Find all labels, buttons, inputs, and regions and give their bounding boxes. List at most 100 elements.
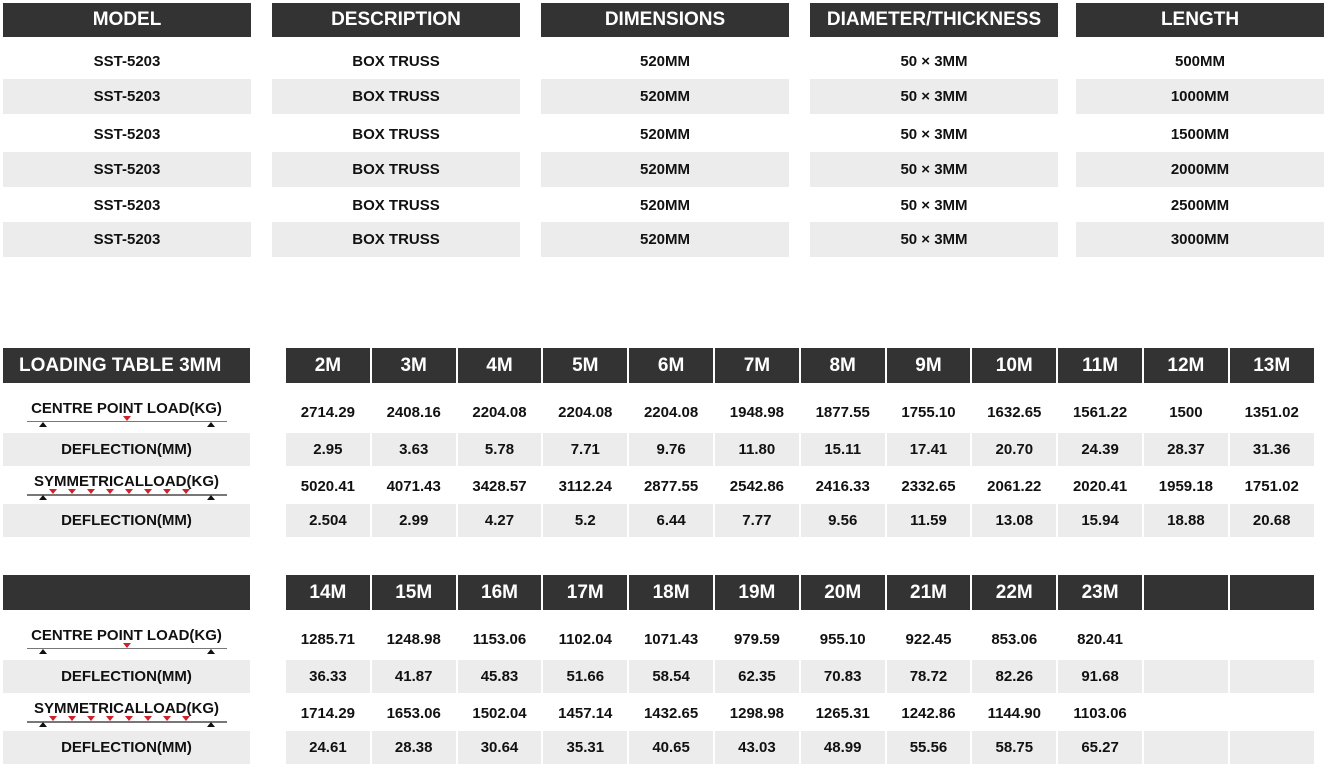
table-cell: 1877.55 bbox=[815, 404, 870, 421]
table-cell: 520MM bbox=[541, 79, 789, 114]
table-cell: SST-5203 bbox=[93, 197, 161, 214]
table-cell: 13.08 bbox=[972, 504, 1057, 537]
table-cell: 1959.18 bbox=[1158, 477, 1214, 495]
row-label: DEFLECTION(MM) bbox=[3, 660, 250, 693]
span-header: 9M bbox=[886, 348, 971, 383]
span-header bbox=[1144, 575, 1228, 610]
span-header: 5M bbox=[543, 348, 628, 383]
table-cell: 40.65 bbox=[629, 731, 713, 764]
row-label-text: SYMMETRICALLOAD(KG) bbox=[34, 700, 219, 717]
table-cell: 50 × 3MM bbox=[810, 222, 1058, 257]
row-label: DEFLECTION(MM) bbox=[3, 731, 250, 764]
table-cell: 28.37 bbox=[1144, 433, 1228, 466]
span-header: 12M bbox=[1144, 348, 1228, 383]
table-cell: 853.06 bbox=[991, 631, 1038, 648]
table-cell: 50 × 3MM bbox=[810, 79, 1058, 114]
table-cell: 1502.04 bbox=[472, 704, 527, 722]
table-cell: 1714.29 bbox=[300, 704, 356, 722]
table-cell: 7.71 bbox=[543, 433, 628, 466]
table-cell bbox=[1230, 622, 1314, 657]
table-cell: 1500MM bbox=[1170, 126, 1230, 143]
span-header: 2M bbox=[286, 348, 370, 383]
table-cell: BOX TRUSS bbox=[352, 53, 440, 70]
table-cell: 1298.98 bbox=[729, 704, 785, 722]
span-header: 22M bbox=[972, 575, 1057, 610]
table-cell: 20.70 bbox=[972, 433, 1057, 466]
table-cell: 50 × 3MM bbox=[810, 152, 1058, 187]
table-cell: 1457.14 bbox=[558, 704, 613, 722]
table-cell: 31.36 bbox=[1229, 433, 1314, 466]
table-cell bbox=[1229, 660, 1314, 693]
table-cell: 520MM bbox=[541, 152, 789, 187]
table-cell: 1755.10 bbox=[901, 404, 956, 421]
centre-point-load-diagram-icon bbox=[26, 642, 227, 654]
span-header: 8M bbox=[800, 348, 885, 383]
row-label: DEFLECTION(MM) bbox=[3, 433, 250, 466]
column-header: DIAMETER/THICKNESS bbox=[810, 3, 1058, 37]
row-label: CENTRE POINT LOAD(KG) bbox=[3, 395, 250, 430]
span-header: 17M bbox=[543, 575, 628, 610]
table-cell: 55.56 bbox=[886, 731, 971, 764]
table-cell: 58.75 bbox=[972, 731, 1057, 764]
table-cell bbox=[1230, 696, 1314, 730]
span-header: 23M bbox=[1058, 575, 1142, 610]
table-cell: 78.72 bbox=[886, 660, 971, 693]
table-cell: 1103.06 bbox=[1073, 704, 1127, 722]
table-cell: 62.35 bbox=[715, 660, 799, 693]
table-cell: 41.87 bbox=[371, 660, 456, 693]
table-cell: 1500 bbox=[1169, 404, 1203, 421]
table-cell: 24.39 bbox=[1058, 433, 1142, 466]
table-cell: BOX TRUSS bbox=[272, 152, 520, 187]
table-cell: 50 × 3MM bbox=[900, 53, 968, 70]
table-cell: SST-5203 bbox=[3, 222, 251, 257]
table-cell: 2204.08 bbox=[643, 404, 699, 421]
table-cell: SST-5203 bbox=[93, 126, 161, 143]
table-cell: 1285.71 bbox=[300, 631, 356, 648]
table-cell: 1632.65 bbox=[987, 404, 1042, 421]
row-label-text: DEFLECTION(MM) bbox=[61, 441, 192, 458]
table-cell: 51.66 bbox=[543, 660, 628, 693]
span-header: 3M bbox=[371, 348, 456, 383]
span-header: 13M bbox=[1229, 348, 1314, 383]
table-cell: 3000MM bbox=[1076, 222, 1324, 257]
row-label-text: DEFLECTION(MM) bbox=[61, 668, 192, 685]
table-cell: 11.80 bbox=[715, 433, 799, 466]
table-cell: 28.38 bbox=[371, 731, 456, 764]
span-header: 14M bbox=[286, 575, 370, 610]
table-cell: 2000MM bbox=[1076, 152, 1324, 187]
row-label-text: DEFLECTION(MM) bbox=[61, 512, 192, 529]
table-cell: 2332.65 bbox=[901, 477, 956, 495]
row-label-text: SYMMETRICALLOAD(KG) bbox=[34, 473, 219, 490]
row-label-text: CENTRE POINT LOAD(KG) bbox=[31, 626, 222, 644]
table-cell: 82.26 bbox=[972, 660, 1057, 693]
table-cell: 1948.98 bbox=[729, 404, 785, 421]
span-header: 6M bbox=[629, 348, 713, 383]
column-header: DESCRIPTION bbox=[272, 3, 520, 37]
table-cell: 1751.02 bbox=[1244, 477, 1299, 495]
table-cell: 2.95 bbox=[286, 433, 370, 466]
table-cell: 24.61 bbox=[286, 731, 370, 764]
table-cell: 1144.90 bbox=[987, 704, 1041, 722]
table-cell: 1561.22 bbox=[1072, 404, 1128, 421]
table-cell: 1000MM bbox=[1076, 79, 1324, 114]
table-cell: 18.88 bbox=[1144, 504, 1228, 537]
table-cell: 5.78 bbox=[457, 433, 542, 466]
table-cell: 3112.24 bbox=[558, 477, 612, 495]
table-cell: 7.77 bbox=[715, 504, 799, 537]
table-cell: 2204.08 bbox=[558, 404, 613, 421]
table-cell: 1653.06 bbox=[386, 704, 441, 722]
span-header: 19M bbox=[715, 575, 799, 610]
table-cell: 3.63 bbox=[371, 433, 456, 466]
table-cell: 1265.31 bbox=[815, 704, 870, 722]
table-cell: 6.44 bbox=[629, 504, 713, 537]
column-header: MODEL bbox=[3, 3, 251, 37]
table-cell: 17.41 bbox=[886, 433, 971, 466]
loading-table-title bbox=[3, 575, 250, 610]
table-cell: SST-5203 bbox=[3, 79, 251, 114]
table-cell: 5.2 bbox=[543, 504, 628, 537]
table-cell: 3428.57 bbox=[472, 477, 527, 495]
table-cell: 35.31 bbox=[543, 731, 628, 764]
table-cell: 2416.33 bbox=[815, 477, 870, 495]
span-header: 20M bbox=[800, 575, 885, 610]
table-cell bbox=[1144, 660, 1228, 693]
